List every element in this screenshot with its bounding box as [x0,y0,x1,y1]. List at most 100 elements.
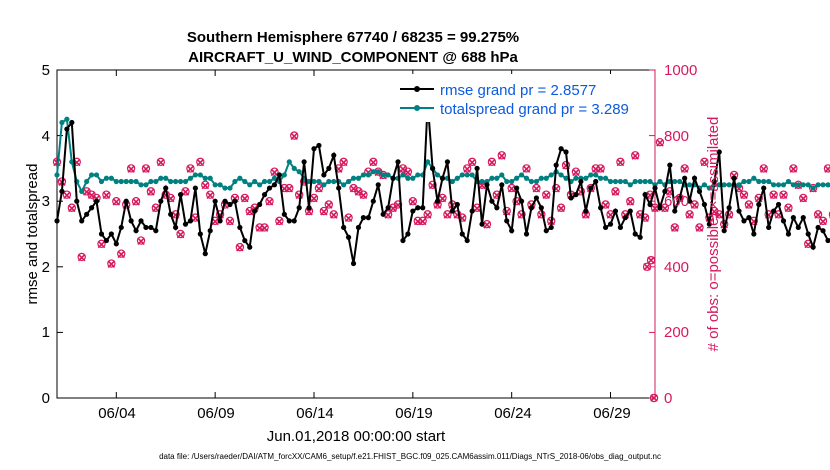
obs-assimilated-marker [784,204,793,213]
obs-assimilated-marker [270,168,279,177]
rmse-point [291,218,297,224]
rmse-point [598,205,604,211]
obs-assimilated-marker [522,165,531,173]
obs-assimilated-marker [369,158,378,167]
obs-possible-marker [319,206,329,216]
obs-possible-marker [131,196,141,206]
rmse-point [716,149,722,155]
totalspread-point [321,182,327,188]
rmse-point [563,149,569,155]
totalspread-point [825,182,830,188]
totalspread-point [405,175,411,181]
obs-possible-marker [275,216,284,226]
chart-title-line2: AIRCRAFT_U_WIND_COMPONENT @ 688 hPa [188,49,518,66]
totalspread-point [84,178,90,185]
rmse-point [672,208,678,214]
obs-possible-marker [680,164,689,173]
obs-possible-marker [206,190,215,199]
rmse-point [316,142,322,149]
obs-possible-marker [789,164,798,173]
totalspread-point [64,116,70,122]
obs-assimilated-marker [290,132,298,141]
totalspread-point [469,172,475,178]
rmse-point [98,231,105,237]
totalspread-point [286,159,292,165]
rmse-point [612,208,619,214]
totalspread-point [563,175,569,181]
legend-rmse-label: rmse grand pr = 2.8577 [440,82,596,99]
obs-possible-marker [136,236,146,245]
obs-possible-marker [646,256,656,265]
rmse-point [785,231,792,237]
totalspread-point [449,178,455,185]
obs-assimilated-marker [112,198,121,206]
totalspread-point [751,175,757,181]
obs-possible-marker [695,223,704,232]
rmse-point [469,208,475,214]
totalspread-point [108,175,114,181]
totalspread-point [261,178,268,185]
totalspread-point [173,178,179,185]
totalspread-point [810,185,816,191]
rmse-point [138,218,144,224]
obs-assimilated-marker [354,188,363,196]
rmse-point [731,175,737,181]
obs-assimilated-marker [507,184,516,193]
obs-assimilated-marker [176,230,185,239]
obs-assimilated-marker [601,201,610,209]
obs-assimilated-marker [409,198,417,206]
totalspread-point [820,182,826,188]
rmse-point [810,244,816,250]
totalspread-point [326,178,332,185]
totalspread-point [815,182,821,188]
obs-possible-marker [201,180,210,189]
obs-assimilated-marker [532,184,541,193]
obs-possible-marker [828,211,830,218]
totalspread-point [459,172,465,178]
obs-possible-marker [497,151,506,160]
rmse-point [257,201,263,208]
rmse-point [59,188,65,194]
totalspread-point [207,175,213,181]
obs-possible-marker [107,259,116,268]
totalspread-point [88,172,95,178]
totalspread-point [593,172,599,178]
rmse-point [696,188,703,194]
obs-possible-marker [290,131,299,140]
totalspread-point [217,182,223,188]
totalspread-point [375,169,381,175]
y-tick-label: 4 [42,128,50,145]
obs-assimilated-marker [226,217,234,226]
totalspread-point [79,188,85,194]
x-tick-label: 06/29 [593,405,631,422]
obs-possible-marker [571,167,581,176]
rmse-point [518,198,525,204]
obs-assimilated-marker [814,211,822,219]
rmse-point [350,260,357,267]
rmse-point [345,234,352,240]
obs-assimilated-marker [700,158,709,167]
rmse-point [212,198,218,204]
obs-possible-marker [700,157,709,167]
obs-possible-marker [685,210,694,219]
obs-possible-marker [556,203,566,212]
rmse-point [642,192,648,198]
rmse-point [652,185,658,191]
rmse-point [509,228,515,234]
rmse-point [533,195,539,201]
obs-possible-marker [408,196,418,206]
obs-possible-marker [324,200,334,209]
rmse-point [163,185,169,191]
totalspread-point [281,172,287,178]
right-tick-label: 1000 [664,62,697,79]
rmse-point [553,162,559,168]
rmse-point [736,208,742,214]
totalspread-point [345,178,352,185]
obs-possible-marker [186,164,195,173]
rmse-point [84,211,90,217]
obs-assimilated-marker [201,181,210,190]
rmse-point [682,175,688,181]
totalspread-point [775,182,782,188]
totalspread-point [197,172,203,178]
